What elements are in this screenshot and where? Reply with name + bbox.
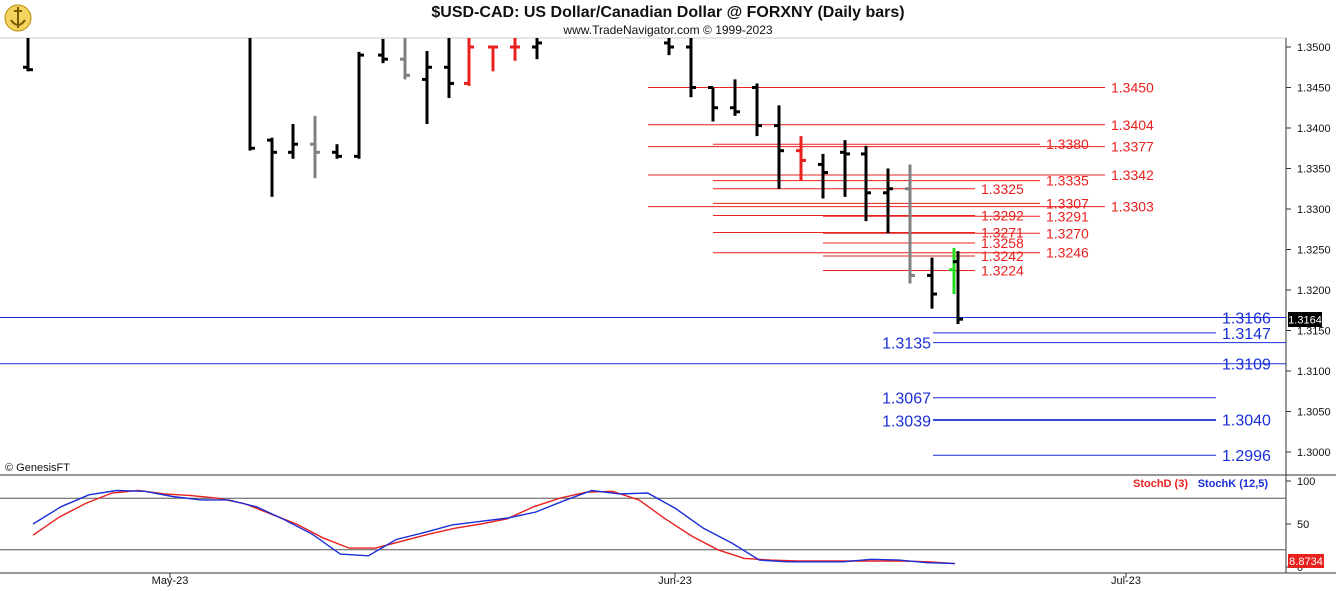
- x-tick-label: Jun-23: [658, 575, 692, 587]
- x-tick-label: Jul-23: [1111, 575, 1141, 587]
- target-level-label: 1.3039: [882, 413, 931, 430]
- support-level-label: 1.3450: [1111, 80, 1154, 96]
- y-tick-label: 1.3000: [1297, 447, 1331, 459]
- watermark: © GenesisFT: [5, 462, 70, 474]
- stochastic-panel: 100500 StochD (3) StochK (12,5) 8.8734: [0, 475, 1336, 574]
- y-tick-label: 1.3150: [1297, 326, 1331, 338]
- chart-subtitle: www.TradeNavigator.com © 1999-2023: [562, 23, 772, 37]
- y-tick-label: 1.3250: [1297, 245, 1331, 257]
- ship-anchor-icon: [4, 4, 32, 32]
- price-bars: [23, 38, 963, 325]
- support-level-label: 1.3292: [981, 207, 1024, 223]
- stoch-reference-lines: [0, 497, 1286, 551]
- chart-title: $USD-CAD: US Dollar/Canadian Dollar @ FO…: [431, 4, 904, 21]
- y-tick-label: 1.3350: [1297, 164, 1331, 176]
- legend-stochk: StochK (12,5): [1198, 478, 1269, 490]
- y-tick-label: 1.3400: [1297, 123, 1331, 135]
- price-panel: 1.3500 1.3450 1.3400 1.3350 1.3300 1.3250 1.32…: [0, 37, 1336, 476]
- legend-stochd: StochD (3): [1133, 478, 1188, 490]
- support-level-label: 1.3303: [1111, 199, 1154, 215]
- support-level-label: 1.3377: [1111, 139, 1154, 155]
- support-level-label: 1.3291: [1046, 208, 1089, 224]
- stoch-lines: [32, 489, 956, 565]
- stoch-tick-label: 100: [1297, 476, 1315, 488]
- support-level-label: 1.3224: [981, 263, 1024, 279]
- last-price-value: 1.3164: [1288, 315, 1322, 327]
- stoch-last-value: 8.8734: [1289, 556, 1323, 568]
- support-level-label: 1.3335: [1046, 173, 1089, 189]
- y-tick-label: 1.3450: [1297, 83, 1331, 95]
- support-level-label: 1.3380: [1046, 136, 1089, 152]
- support-level-label: 1.3258: [981, 235, 1024, 251]
- y-tick-label: 1.3050: [1297, 407, 1331, 419]
- x-tick-label: May-23: [152, 575, 189, 587]
- y-tick-label: 1.3200: [1297, 285, 1331, 297]
- price-levels: 1.3450 1.3404 1.3380 1.3377 1.3342 1.3335 1.33…: [0, 80, 1286, 465]
- target-level-label: 1.3040: [1222, 413, 1271, 430]
- support-level-label: 1.3404: [1111, 117, 1154, 133]
- support-level-label: 1.3246: [1046, 245, 1089, 261]
- target-level-label: 1.3147: [1222, 326, 1271, 343]
- y-tick-label: 1.3100: [1297, 366, 1331, 378]
- support-level-label: 1.3242: [981, 248, 1024, 264]
- stoch-last-badge: 8.8734: [1288, 554, 1324, 568]
- support-level-label: 1.3271: [981, 224, 1024, 240]
- stoch-line: [32, 489, 956, 565]
- target-level-label: 1.2996: [1222, 448, 1271, 465]
- target-level-label: 1.3067: [882, 391, 931, 408]
- target-level-label: 1.3109: [1222, 357, 1271, 374]
- support-level-label: 1.3342: [1111, 167, 1154, 183]
- stoch-tick-label: 50: [1297, 519, 1309, 531]
- last-price-badge: 1.3164: [1288, 312, 1322, 327]
- y-tick-label: 1.3300: [1297, 204, 1331, 216]
- stoch-line: [32, 489, 956, 565]
- y-tick-label: 1.3500: [1297, 42, 1331, 54]
- target-level-label: 1.3135: [882, 336, 931, 353]
- support-level-label: 1.3307: [1046, 195, 1089, 211]
- target-level-label: 1.3166: [1222, 311, 1271, 328]
- x-axis: May-23 Jun-23 Jul-23: [152, 573, 1141, 587]
- price-y-axis: 1.3500 1.3450 1.3400 1.3350 1.3300 1.3250 1.32…: [1286, 42, 1331, 459]
- support-level-label: 1.3325: [981, 181, 1024, 197]
- support-level-label: 1.3270: [1046, 225, 1089, 241]
